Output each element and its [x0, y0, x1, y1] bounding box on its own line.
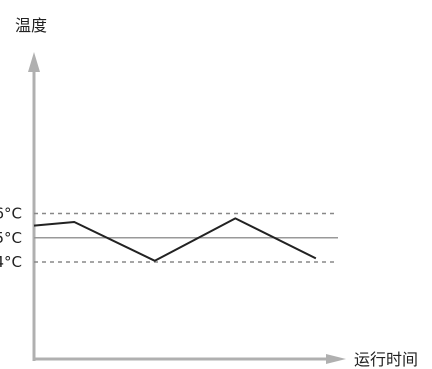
x-axis-title: 运行时间: [354, 350, 418, 369]
series-layer: [33, 217, 317, 262]
y-tick-label: 5°C: [0, 229, 22, 247]
reference-lines: [34, 212, 338, 263]
y-tick-labels: 6°C 5°C 4°C: [0, 205, 22, 272]
y-axis-title: 温度: [15, 16, 47, 35]
y-tick-label: 6°C: [0, 205, 22, 223]
y-tick-label: 4°C: [0, 253, 22, 271]
y-axis: [28, 52, 40, 361]
series-line: [33, 217, 317, 262]
x-axis-arrow-icon: [326, 354, 346, 364]
y-axis-arrow-icon: [28, 52, 40, 72]
x-axis: [33, 354, 346, 364]
